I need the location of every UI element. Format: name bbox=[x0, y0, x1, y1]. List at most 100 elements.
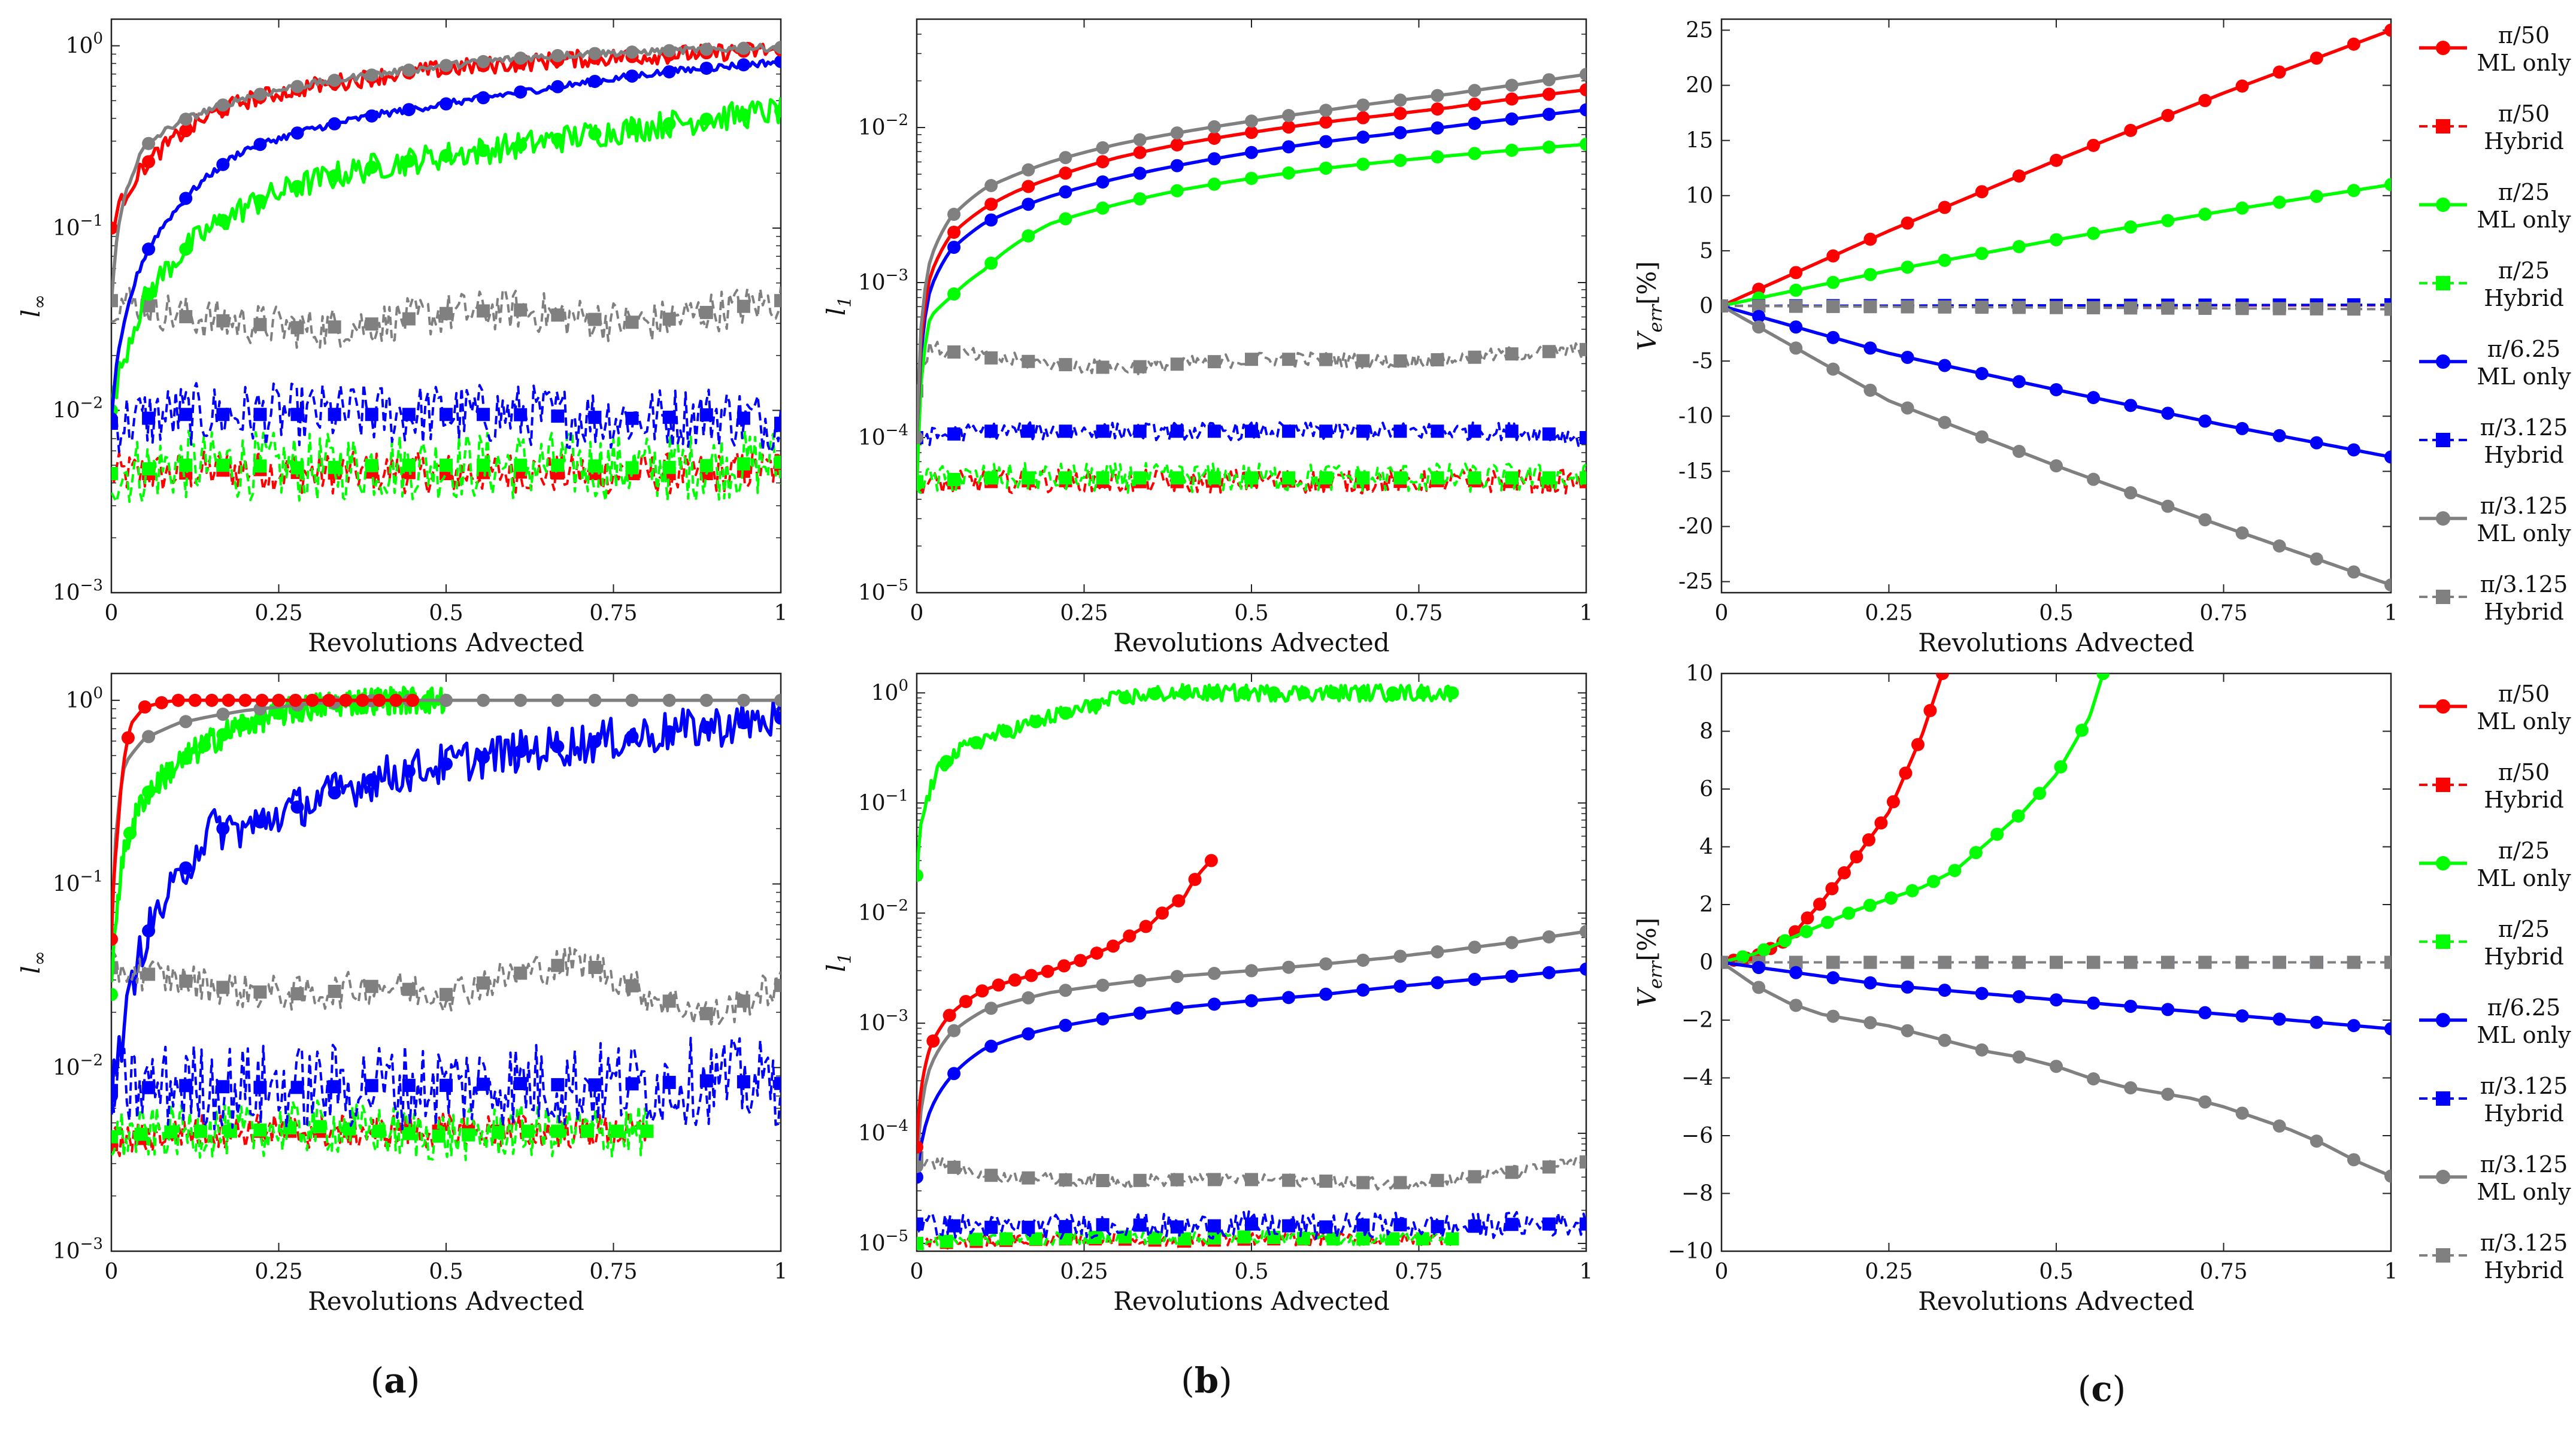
data-point bbox=[2310, 1015, 2323, 1029]
legend-label-method: ML only bbox=[2477, 363, 2571, 390]
data-point bbox=[1170, 159, 1184, 172]
data-point bbox=[328, 786, 341, 800]
data-point bbox=[1133, 133, 1147, 147]
data-point bbox=[1468, 424, 1481, 438]
data-point bbox=[947, 1024, 961, 1037]
legend-label-method: Hybrid bbox=[2484, 787, 2564, 813]
plot-frame bbox=[916, 18, 1587, 594]
data-point bbox=[290, 1081, 304, 1094]
data-point bbox=[1863, 955, 1877, 969]
data-point bbox=[216, 708, 230, 721]
data-point bbox=[1022, 1027, 1035, 1040]
series-HY_pi25 bbox=[111, 1099, 654, 1161]
data-point bbox=[1580, 1217, 1586, 1231]
data-point bbox=[1393, 471, 1407, 485]
data-point bbox=[142, 924, 156, 938]
data-point bbox=[1148, 687, 1162, 700]
data-point bbox=[1862, 833, 1875, 847]
data-point bbox=[662, 44, 676, 57]
legend-marker bbox=[2436, 276, 2450, 290]
data-point bbox=[1022, 354, 1035, 368]
data-point bbox=[142, 287, 156, 301]
data-point bbox=[1170, 1173, 1184, 1187]
data-point bbox=[402, 1078, 416, 1092]
data-point bbox=[1580, 925, 1586, 939]
series-ML_pi625 bbox=[111, 54, 781, 426]
data-point bbox=[2384, 955, 2391, 969]
data-point bbox=[365, 1079, 378, 1093]
series-ML_pi3125 bbox=[1722, 299, 2391, 592]
data-point bbox=[1468, 97, 1481, 111]
data-point bbox=[1139, 920, 1153, 933]
data-point bbox=[179, 459, 193, 472]
data-point bbox=[625, 122, 639, 135]
legend-label-angle: π/25 bbox=[2498, 179, 2550, 205]
data-point bbox=[588, 47, 602, 60]
y-tick-label: 10−4 bbox=[858, 421, 908, 450]
data-point bbox=[179, 974, 193, 988]
data-point bbox=[926, 1034, 940, 1048]
data-point bbox=[1542, 1217, 1556, 1231]
data-point bbox=[2384, 450, 2391, 464]
data-point bbox=[1789, 999, 1803, 1012]
x-axis-title: Revolutions Advected bbox=[308, 628, 584, 657]
data-point bbox=[1863, 1016, 1877, 1030]
data-point bbox=[588, 127, 602, 141]
data-point bbox=[365, 160, 378, 174]
data-point bbox=[253, 815, 267, 829]
data-point bbox=[1863, 383, 1877, 397]
data-point bbox=[947, 427, 961, 441]
data-point bbox=[1505, 92, 1519, 106]
data-point bbox=[1927, 875, 1941, 888]
y-tick-label: 2 bbox=[1699, 893, 1713, 917]
series-ML_pi625 bbox=[1722, 299, 2391, 464]
data-point bbox=[2347, 302, 2360, 316]
data-point bbox=[551, 1078, 565, 1091]
data-point bbox=[2198, 955, 2212, 969]
legend-label-method: ML only bbox=[2477, 708, 2571, 735]
data-point bbox=[699, 43, 713, 56]
series-ML_pi625 bbox=[1722, 955, 2391, 1036]
data-point bbox=[1319, 104, 1333, 117]
data-point bbox=[969, 736, 983, 750]
data-point bbox=[216, 98, 230, 112]
data-point bbox=[1884, 891, 1898, 905]
data-point bbox=[1886, 795, 1900, 809]
legend-label-method: ML only bbox=[2477, 1179, 2571, 1205]
data-point bbox=[992, 978, 1005, 992]
data-point bbox=[313, 1119, 326, 1133]
data-point bbox=[1542, 107, 1556, 121]
data-point bbox=[2161, 406, 2175, 420]
data-point bbox=[984, 1221, 998, 1234]
data-point bbox=[1096, 155, 1110, 169]
legend-marker bbox=[2436, 41, 2450, 55]
data-point bbox=[1059, 1219, 1072, 1233]
data-point bbox=[1505, 144, 1519, 157]
x-tick-label: 0.25 bbox=[1060, 601, 1108, 626]
data-point bbox=[1133, 145, 1147, 159]
data-point bbox=[1204, 854, 1218, 867]
data-point bbox=[2347, 184, 2360, 198]
series-ML_pi625 bbox=[917, 103, 1586, 445]
legend-label-method: Hybrid bbox=[2484, 285, 2564, 311]
data-point bbox=[1863, 976, 1877, 990]
data-point bbox=[1975, 1043, 1989, 1057]
series-line bbox=[1722, 304, 2391, 587]
y-tick-label: −8 bbox=[1681, 1182, 1713, 1206]
data-point bbox=[477, 693, 490, 707]
y-tick-label: 10−3 bbox=[858, 1007, 908, 1036]
data-point bbox=[774, 711, 781, 725]
y-tick-label: 5 bbox=[1699, 239, 1713, 263]
data-point bbox=[737, 58, 750, 72]
data-point bbox=[440, 757, 453, 771]
y-tick-label: 10−1 bbox=[53, 868, 103, 897]
data-point bbox=[372, 693, 386, 707]
data-point bbox=[625, 979, 639, 993]
data-point bbox=[365, 459, 378, 472]
data-point bbox=[1901, 350, 1914, 364]
series-line bbox=[917, 682, 1454, 879]
x-tick-label: 1 bbox=[774, 601, 788, 626]
data-point bbox=[1505, 347, 1519, 361]
data-point bbox=[1356, 131, 1370, 144]
data-point bbox=[2012, 375, 2026, 389]
